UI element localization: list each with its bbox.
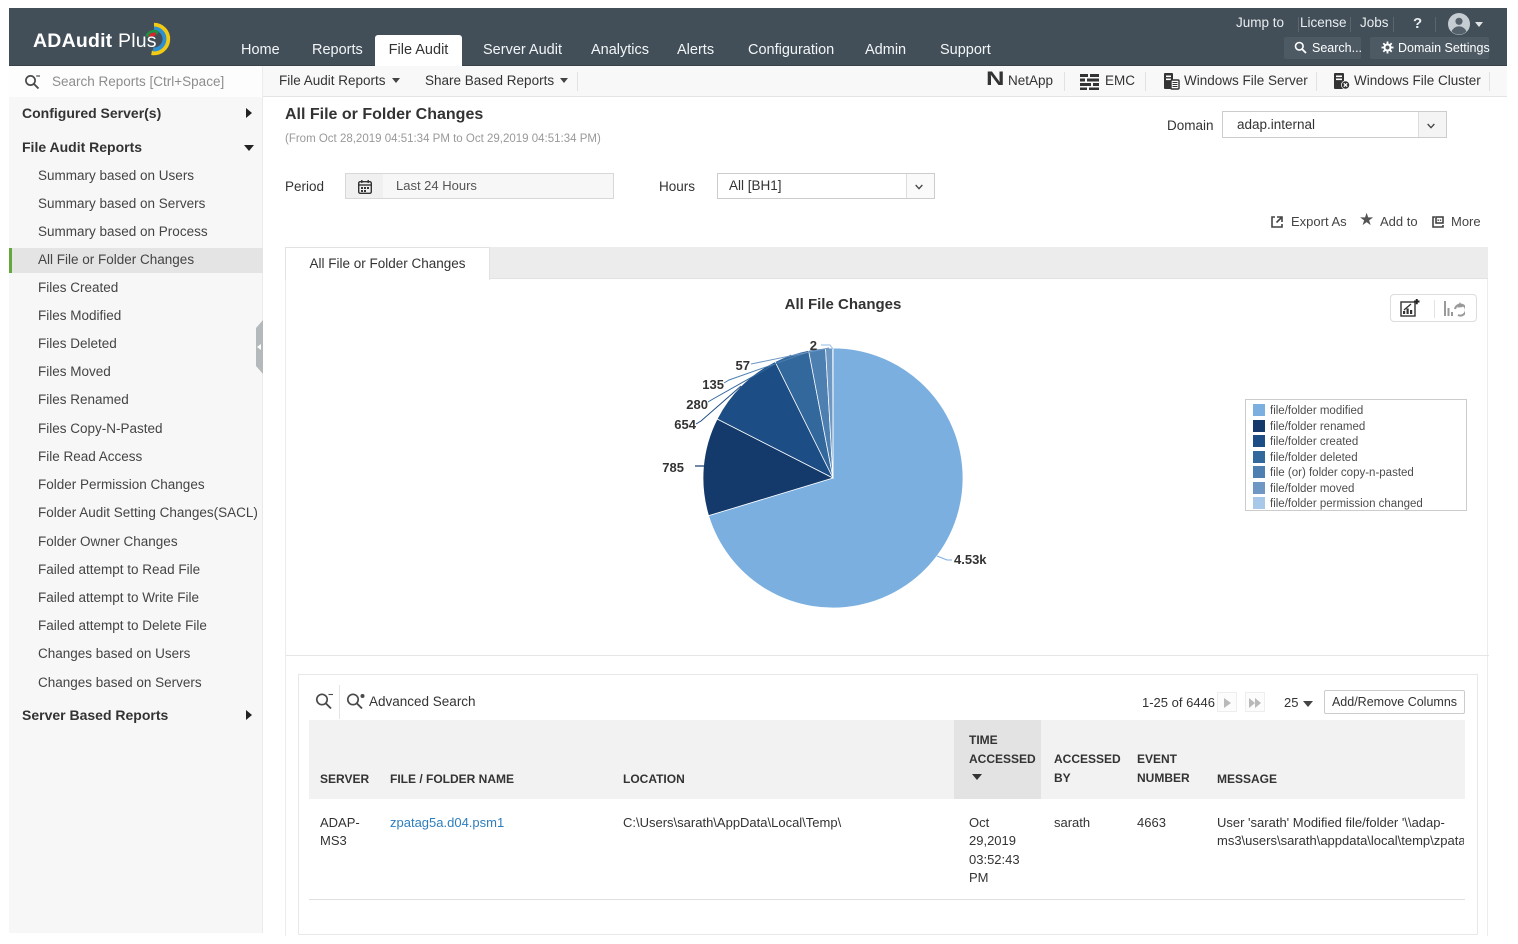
svg-text:2: 2 — [810, 338, 817, 353]
svg-text:280: 280 — [686, 397, 708, 412]
svg-text:57: 57 — [736, 358, 750, 373]
svg-text:785: 785 — [662, 460, 684, 475]
svg-text:4.53k: 4.53k — [954, 552, 987, 567]
svg-text:135: 135 — [702, 377, 724, 392]
svg-text:654: 654 — [674, 417, 696, 432]
